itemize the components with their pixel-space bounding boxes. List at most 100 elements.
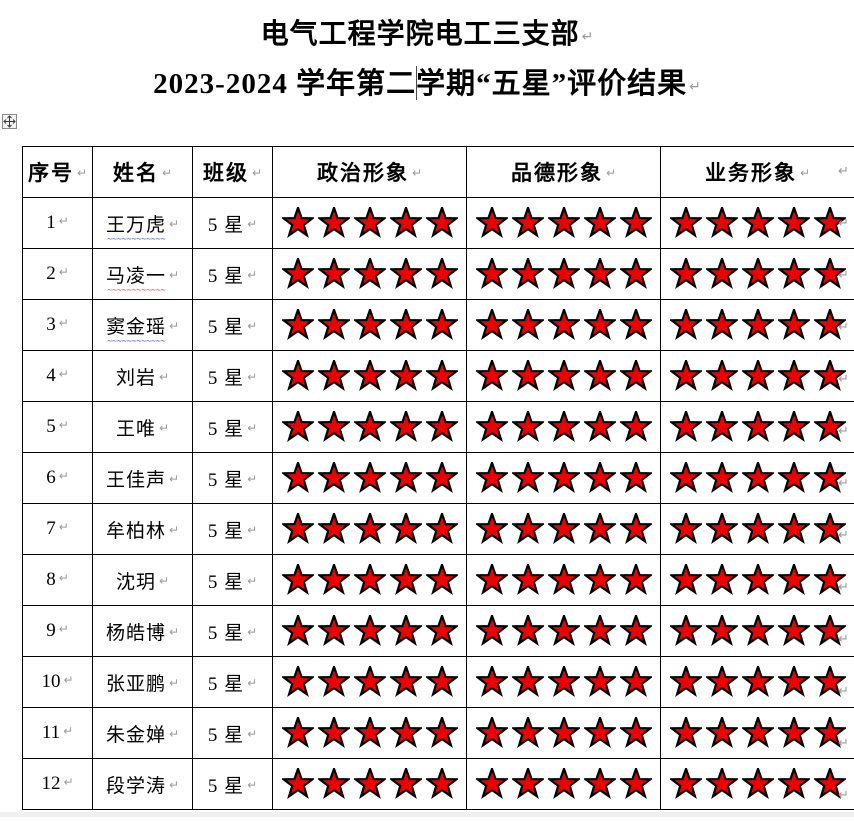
pilcrow-mark: ↵	[689, 79, 701, 95]
margin-pilcrow: ↵	[838, 250, 854, 302]
star-icon	[318, 513, 350, 545]
pilcrow-mark: ↵	[162, 166, 172, 180]
table-row[interactable]: 11↵朱金婵↵5 星↵	[23, 708, 854, 759]
pilcrow-mark: ↵	[247, 778, 257, 792]
star-icon	[620, 309, 652, 341]
cell-index: 5↵	[23, 402, 93, 453]
table-row[interactable]: 2↵马凌一∼∼∼∼∼∼∼∼∼∼∼∼↵5 星↵	[23, 249, 854, 300]
cell-moral-rating	[467, 657, 661, 708]
column-header-class: 班级↵	[193, 147, 273, 198]
star-icon	[282, 615, 314, 647]
cell-moral-rating	[467, 759, 661, 810]
pilcrow-mark: ↵	[169, 523, 179, 537]
table-row[interactable]: 1↵王万虎∼∼∼∼∼∼∼∼∼∼∼∼↵5 星↵	[23, 198, 854, 249]
class-value: 5 星↵	[208, 720, 257, 747]
star-icon	[706, 615, 738, 647]
pilcrow-mark: ↵	[159, 370, 169, 384]
pilcrow-mark: ↵	[247, 319, 257, 333]
pilcrow-mark: ↵	[59, 622, 69, 636]
star-icon	[706, 258, 738, 290]
cell-index: 10↵	[23, 657, 93, 708]
star-icon	[512, 309, 544, 341]
table-row[interactable]: 3↵窦金瑶∼∼∼∼∼∼∼∼∼∼∼∼↵5 星↵	[23, 300, 854, 351]
index-value: 2↵	[46, 263, 69, 285]
star-icon	[670, 666, 702, 698]
cell-moral-rating	[467, 606, 661, 657]
cell-class: 5 星↵	[193, 504, 273, 555]
star-icon	[390, 462, 422, 494]
column-header-label: 品德形象↵	[511, 157, 616, 187]
star-icon	[548, 207, 580, 239]
cell-name: 王万虎∼∼∼∼∼∼∼∼∼∼∼∼↵	[93, 198, 193, 249]
star-icon	[512, 207, 544, 239]
pilcrow-mark: ↵	[412, 166, 422, 180]
star-icon	[426, 207, 458, 239]
star-icon	[318, 360, 350, 392]
star-icon	[426, 360, 458, 392]
star-icon	[742, 360, 774, 392]
table-move-handle[interactable]	[2, 114, 17, 129]
table-header-row: 序号↵姓名↵班级↵政治形象↵品德形象↵业务形象↵	[23, 147, 854, 198]
star-rating	[467, 258, 660, 290]
table-row[interactable]: 8↵沈玥↵5 星↵	[23, 555, 854, 606]
star-icon	[512, 462, 544, 494]
star-icon	[318, 666, 350, 698]
index-value: 11↵	[42, 722, 73, 744]
cell-moral-rating	[467, 249, 661, 300]
margin-pilcrow: ↵	[838, 146, 854, 198]
table-row[interactable]: 10↵张亚鹏↵5 星↵	[23, 657, 854, 708]
table-row[interactable]: 6↵王佳声↵5 星↵	[23, 453, 854, 504]
table-row[interactable]: 12↵段学涛↵5 星↵	[23, 759, 854, 810]
cell-professional-rating	[661, 300, 854, 351]
document-title-line-2: 2023-2024 学年第二学期“五星”评价结果↵	[0, 62, 854, 109]
star-icon	[778, 768, 810, 800]
name-value: 牟柏林↵	[106, 516, 179, 543]
star-rating	[661, 360, 854, 392]
star-icon	[620, 462, 652, 494]
cell-political-rating	[273, 300, 467, 351]
index-value: 9↵	[46, 620, 69, 642]
star-icon	[476, 615, 508, 647]
column-header-moral: 品德形象↵	[467, 147, 661, 198]
star-icon	[620, 411, 652, 443]
table-row[interactable]: 5↵王唯↵5 星↵	[23, 402, 854, 453]
star-icon	[354, 411, 386, 443]
cell-class: 5 星↵	[193, 555, 273, 606]
pilcrow-mark: ↵	[169, 268, 179, 282]
table-row[interactable]: 4↵刘岩↵5 星↵	[23, 351, 854, 402]
cell-name: 马凌一∼∼∼∼∼∼∼∼∼∼∼∼↵	[93, 249, 193, 300]
star-icon	[584, 717, 616, 749]
pilcrow-mark: ↵	[247, 574, 257, 588]
pilcrow-mark: ↵	[169, 778, 179, 792]
index-value: 7↵	[46, 518, 69, 540]
star-icon	[318, 462, 350, 494]
star-rating	[661, 411, 854, 443]
table-row[interactable]: 9↵杨皓博↵5 星↵	[23, 606, 854, 657]
star-rating	[467, 411, 660, 443]
margin-pilcrow: ↵	[838, 302, 854, 354]
star-icon	[390, 513, 422, 545]
pilcrow-mark: ↵	[159, 421, 169, 435]
star-icon	[670, 564, 702, 596]
column-header-name: 姓名↵	[93, 147, 193, 198]
star-rating	[273, 309, 466, 341]
pilcrow-mark: ↵	[59, 418, 69, 432]
star-icon	[742, 258, 774, 290]
star-icon	[476, 207, 508, 239]
star-icon	[354, 513, 386, 545]
star-icon	[742, 411, 774, 443]
cell-name: 王佳声↵	[93, 453, 193, 504]
margin-pilcrow: ↵	[838, 198, 854, 250]
star-icon	[318, 309, 350, 341]
pilcrow-mark: ↵	[169, 319, 179, 333]
star-rating	[661, 615, 854, 647]
star-icon	[426, 411, 458, 443]
cell-index: 3↵	[23, 300, 93, 351]
pilcrow-mark: ↵	[606, 166, 616, 180]
star-icon	[426, 615, 458, 647]
column-header-index: 序号↵	[23, 147, 93, 198]
pilcrow-mark: ↵	[169, 472, 179, 486]
title-line-2-text-before-caret: 2023-2024 学年第二	[153, 68, 416, 100]
pilcrow-mark: ↵	[63, 673, 73, 687]
table-row[interactable]: 7↵ 牟柏林↵ 5 星↵	[23, 504, 854, 555]
